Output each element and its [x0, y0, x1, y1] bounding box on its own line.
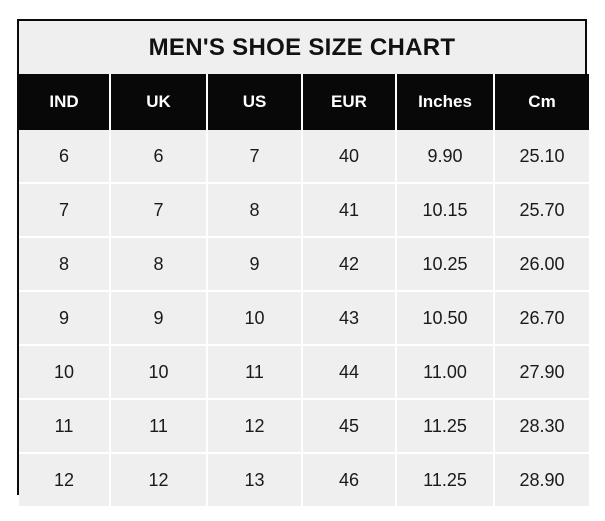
cell-us: 12	[207, 399, 303, 454]
table-row: 7 7 8 41 10.15 25.70	[19, 183, 589, 238]
cell-eur: 46	[302, 453, 397, 506]
cell-cm: 25.70	[494, 183, 589, 238]
cell-uk: 6	[110, 130, 208, 184]
cell-cm: 27.90	[494, 345, 589, 400]
table-row: 9 9 10 43 10.50 26.70	[19, 291, 589, 346]
cell-eur: 43	[302, 291, 397, 346]
cell-ind: 10	[19, 345, 111, 400]
cell-us: 9	[207, 237, 303, 292]
column-header-us: US	[207, 74, 303, 130]
cell-eur: 42	[302, 237, 397, 292]
cell-cm: 28.90	[494, 453, 589, 506]
table-body: 6 6 7 40 9.90 25.10 7 7 8 41 10.15 25.70…	[19, 130, 589, 506]
column-header-inches: Inches	[396, 74, 495, 130]
cell-cm: 26.00	[494, 237, 589, 292]
cell-us: 13	[207, 453, 303, 506]
cell-uk: 12	[110, 453, 208, 506]
cell-us: 10	[207, 291, 303, 346]
cell-eur: 44	[302, 345, 397, 400]
cell-cm: 25.10	[494, 130, 589, 184]
size-chart-table: IND UK US EUR Inches Cm 6 6 7 40 9.90 25…	[19, 74, 589, 506]
page-title: MEN'S SHOE SIZE CHART	[19, 21, 585, 74]
cell-uk: 8	[110, 237, 208, 292]
cell-cm: 28.30	[494, 399, 589, 454]
column-header-uk: UK	[110, 74, 208, 130]
cell-cm: 26.70	[494, 291, 589, 346]
cell-inches: 10.15	[396, 183, 495, 238]
cell-uk: 11	[110, 399, 208, 454]
cell-us: 7	[207, 130, 303, 184]
cell-inches: 10.25	[396, 237, 495, 292]
cell-ind: 7	[19, 183, 111, 238]
cell-us: 8	[207, 183, 303, 238]
cell-ind: 12	[19, 453, 111, 506]
cell-ind: 9	[19, 291, 111, 346]
cell-inches: 9.90	[396, 130, 495, 184]
cell-inches: 11.00	[396, 345, 495, 400]
cell-inches: 11.25	[396, 453, 495, 506]
column-header-eur: EUR	[302, 74, 397, 130]
column-header-cm: Cm	[494, 74, 589, 130]
cell-eur: 41	[302, 183, 397, 238]
column-header-ind: IND	[19, 74, 111, 130]
cell-eur: 40	[302, 130, 397, 184]
cell-uk: 9	[110, 291, 208, 346]
table-header: IND UK US EUR Inches Cm	[19, 74, 589, 130]
cell-ind: 8	[19, 237, 111, 292]
cell-eur: 45	[302, 399, 397, 454]
cell-inches: 10.50	[396, 291, 495, 346]
cell-inches: 11.25	[396, 399, 495, 454]
table-row: 12 12 13 46 11.25 28.90	[19, 453, 589, 506]
table-row: 11 11 12 45 11.25 28.30	[19, 399, 589, 454]
table-row: 6 6 7 40 9.90 25.10	[19, 130, 589, 184]
size-chart-frame: MEN'S SHOE SIZE CHART IND UK US EUR Inch…	[17, 19, 589, 506]
cell-uk: 10	[110, 345, 208, 400]
cell-us: 11	[207, 345, 303, 400]
table-row: 8 8 9 42 10.25 26.00	[19, 237, 589, 292]
table-header-row: IND UK US EUR Inches Cm	[19, 74, 589, 130]
cell-ind: 11	[19, 399, 111, 454]
cell-ind: 6	[19, 130, 111, 184]
cell-uk: 7	[110, 183, 208, 238]
table-row: 10 10 11 44 11.00 27.90	[19, 345, 589, 400]
